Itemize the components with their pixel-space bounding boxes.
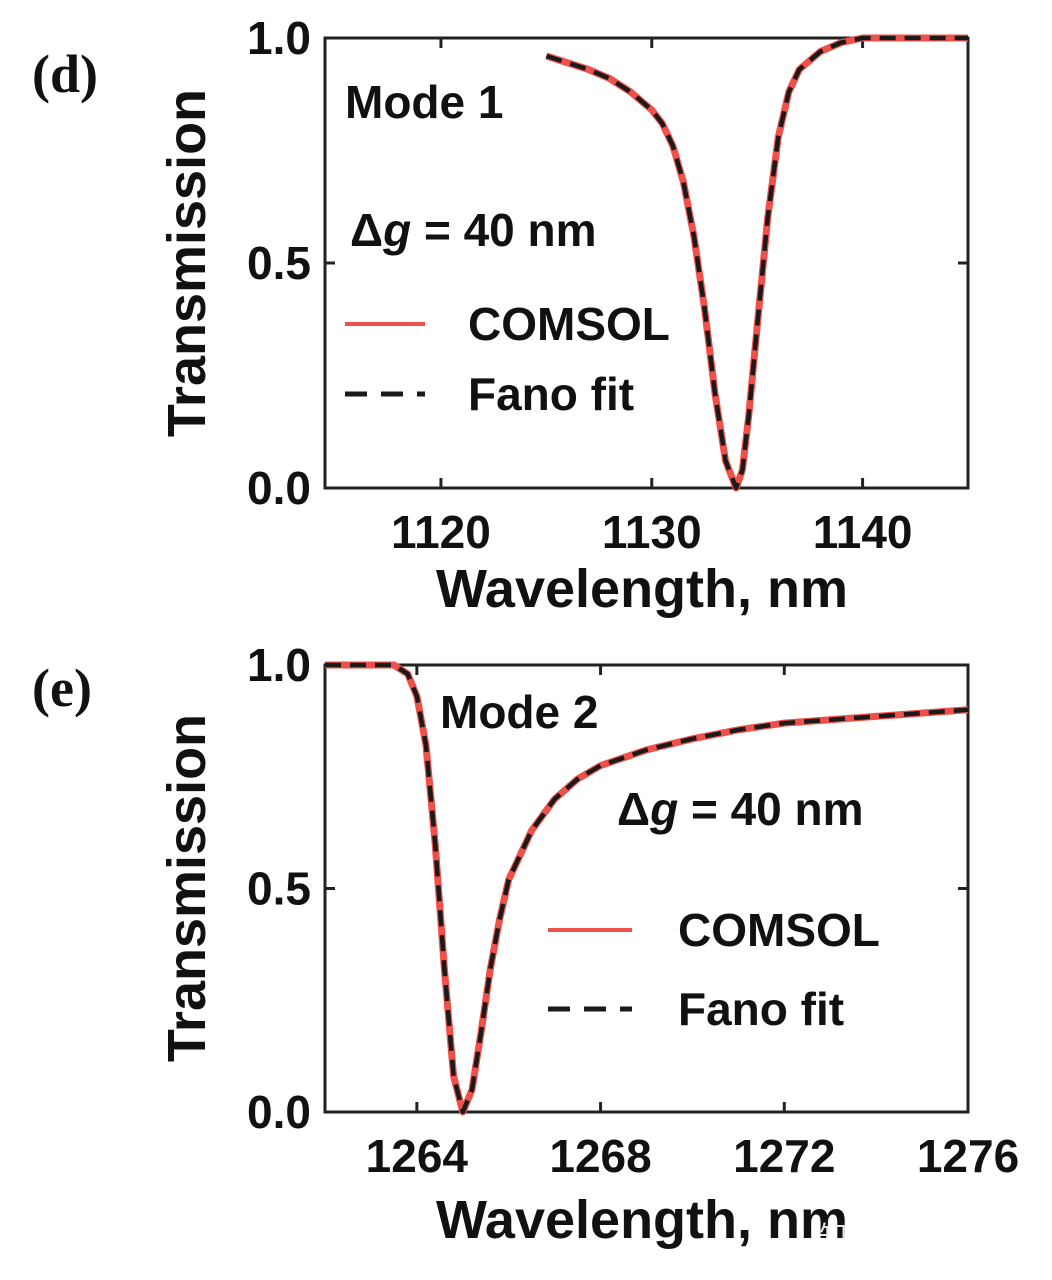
- x-tick-label: 1264: [366, 1130, 469, 1182]
- series-line-comsol: [545, 34, 968, 492]
- legend-label-comsol: COMSOL: [678, 904, 880, 956]
- y-axis-label: Transmission: [157, 89, 217, 437]
- series-line-fano-fit: [325, 662, 969, 1115]
- x-tick-label: 1272: [733, 1130, 835, 1182]
- mode-annotation: Mode 1: [345, 76, 503, 128]
- panel-label: (e): [32, 658, 92, 718]
- y-tick-label: 1.0: [247, 639, 311, 691]
- x-tick-label: 1130: [602, 506, 702, 558]
- x-tick-label: 1120: [391, 506, 491, 558]
- y-tick-label: 0.5: [247, 863, 311, 915]
- legend: COMSOL Fano fit: [345, 298, 670, 420]
- x-axis-label: Wavelength, nm: [436, 559, 848, 619]
- x-tick-label: 1140: [813, 506, 913, 558]
- series-line-fano-fit: [545, 35, 968, 491]
- mode-annotation: Mode 2: [440, 686, 598, 738]
- legend: COMSOL Fano fit: [548, 904, 880, 1035]
- y-axis-label: Transmission: [157, 714, 217, 1062]
- y-tick-label: 0.0: [247, 462, 311, 514]
- x-axis-label: Wavelength, nm: [436, 1190, 848, 1250]
- y-tick-label: 0.0: [247, 1086, 311, 1138]
- y-tick-label: 1.0: [247, 12, 311, 64]
- legend-label-comsol: COMSOL: [468, 298, 670, 350]
- chart-panel-e: 0.0 0.5 1.0 1264 1268 1272 1276 Wavelength, nm T…: [32, 639, 1019, 1250]
- watermark-text: 知乎 @CAE320: [819, 1220, 1022, 1253]
- x-tick-label: 1276: [917, 1130, 1019, 1182]
- series-line-comsol: [325, 661, 969, 1116]
- legend-label-fano: Fano fit: [468, 368, 634, 420]
- delta-g-annotation: Δg = 40 nm: [350, 204, 597, 256]
- y-tick-label: 0.5: [247, 237, 311, 289]
- x-tick-label: 1268: [549, 1130, 651, 1182]
- legend-label-fano: Fano fit: [678, 983, 844, 1035]
- delta-g-annotation: Δg = 40 nm: [617, 783, 864, 835]
- panel-label: (d): [32, 44, 98, 104]
